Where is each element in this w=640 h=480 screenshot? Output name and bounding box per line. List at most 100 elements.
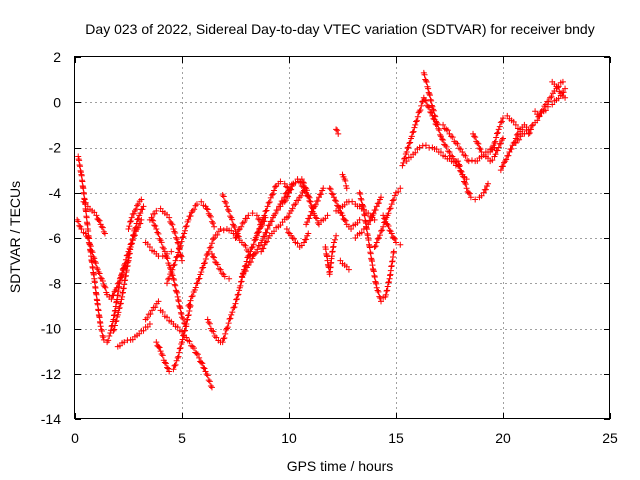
data-point — [180, 315, 187, 322]
data-point — [105, 337, 112, 344]
data-point — [245, 262, 252, 269]
data-point — [290, 201, 297, 208]
data-point — [180, 233, 187, 240]
data-point — [259, 237, 266, 244]
data-point — [227, 213, 234, 220]
data-point — [260, 245, 267, 252]
data-point — [249, 255, 256, 262]
data-point — [426, 90, 433, 97]
series-cluster — [185, 225, 237, 309]
series-cluster — [512, 126, 532, 146]
data-point — [207, 213, 214, 220]
series-cluster — [549, 78, 569, 101]
data-point — [115, 309, 122, 316]
data-point — [204, 372, 211, 379]
data-point — [312, 214, 319, 221]
data-point — [463, 185, 470, 192]
data-point — [443, 143, 450, 150]
data-point — [432, 113, 439, 120]
data-point — [113, 317, 120, 324]
data-point — [439, 136, 446, 143]
data-point — [262, 208, 269, 215]
data-point — [360, 203, 367, 210]
series-cluster — [146, 205, 185, 264]
data-point — [356, 189, 363, 196]
data-point — [508, 145, 515, 152]
data-point — [411, 124, 418, 131]
data-point — [172, 282, 179, 289]
data-point — [160, 245, 167, 252]
data-point — [386, 206, 393, 213]
data-point — [248, 244, 255, 251]
data-point — [422, 77, 429, 84]
data-point — [263, 238, 270, 245]
data-point — [384, 283, 391, 290]
series-cluster — [149, 216, 190, 330]
data-point — [195, 276, 202, 283]
data-point — [226, 275, 233, 282]
data-point — [283, 214, 290, 221]
data-point — [121, 264, 128, 271]
data-point — [134, 202, 141, 209]
x-tick-label: 5 — [178, 430, 186, 446]
data-point — [303, 236, 310, 243]
data-point — [485, 180, 492, 187]
data-point — [189, 292, 196, 299]
series-cluster — [80, 198, 108, 237]
data-point — [238, 223, 245, 230]
data-point — [208, 218, 215, 225]
data-point — [177, 305, 184, 312]
data-point — [493, 134, 500, 141]
data-point — [372, 206, 379, 213]
data-point — [268, 218, 275, 225]
data-point — [256, 242, 263, 249]
data-point — [98, 223, 105, 230]
data-point — [281, 180, 288, 187]
data-point — [84, 234, 91, 241]
data-point — [476, 145, 483, 152]
data-point — [132, 224, 139, 231]
data-point — [161, 248, 168, 255]
data-point — [93, 264, 100, 271]
data-point — [150, 217, 157, 224]
series-cluster — [142, 239, 175, 260]
data-point — [158, 350, 165, 357]
data-point — [421, 71, 428, 78]
data-point — [472, 134, 479, 141]
data-point — [208, 240, 215, 247]
data-point — [562, 85, 569, 92]
data-point — [100, 334, 107, 341]
data-point — [90, 254, 97, 261]
data-point — [541, 103, 548, 110]
data-point — [427, 96, 434, 103]
series-cluster — [157, 307, 215, 391]
data-point — [92, 260, 99, 267]
data-point — [174, 253, 181, 260]
data-point — [544, 103, 551, 110]
series-cluster — [470, 130, 506, 165]
data-point — [146, 244, 153, 251]
data-point — [427, 108, 434, 115]
data-point — [315, 221, 322, 228]
data-point — [393, 239, 399, 246]
chart-title: Day 023 of 2022, Sidereal Day-to-day VTE… — [85, 21, 594, 37]
data-point — [309, 208, 316, 215]
data-point — [172, 230, 179, 237]
data-point — [223, 325, 230, 332]
data-point — [263, 207, 270, 214]
data-point — [219, 192, 226, 199]
data-point — [378, 194, 385, 201]
data-point — [440, 137, 447, 144]
data-point — [179, 314, 185, 321]
x-tick-label: 0 — [71, 430, 79, 446]
data-point — [437, 131, 444, 138]
data-point — [318, 191, 325, 198]
data-point — [467, 194, 474, 201]
data-point — [174, 324, 181, 331]
data-point — [177, 242, 184, 249]
data-point — [179, 328, 185, 335]
data-point — [503, 156, 510, 163]
y-tick-label: 2 — [53, 49, 61, 65]
data-point — [382, 291, 389, 298]
data-point — [189, 207, 196, 214]
